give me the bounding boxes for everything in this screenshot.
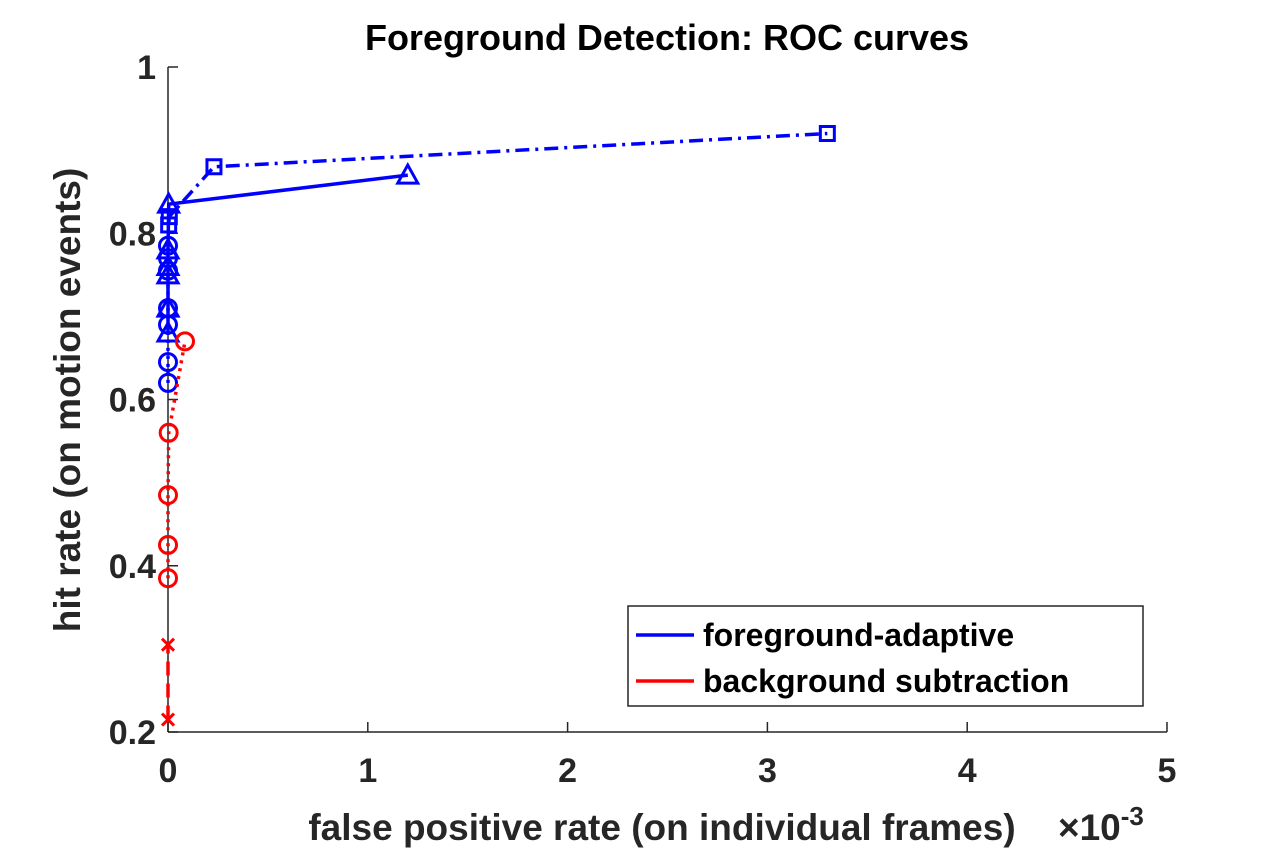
series-4 [160, 637, 176, 727]
series-layer [155, 125, 836, 727]
series-3 [158, 331, 195, 589]
circle-marker [158, 568, 178, 589]
y-ticks: 0.2 0.4 0.6 0.8 1 [109, 49, 178, 752]
x-tick-label: 1 [358, 752, 377, 790]
circle-marker [158, 352, 178, 373]
circle-marker [158, 372, 178, 393]
x-tick-label: 0 [159, 752, 178, 790]
square-marker [205, 158, 223, 176]
circle-marker [158, 248, 178, 269]
x-tick-label: 5 [1158, 752, 1177, 790]
y-tick-label: 0.2 [109, 714, 156, 752]
legend-box [627, 605, 1144, 707]
triangle-marker [155, 236, 181, 260]
circle-marker [158, 485, 178, 506]
legend-label-foreground-adaptive: foreground-adaptive [703, 617, 1014, 653]
x-tick-label: 4 [958, 752, 977, 790]
x-exponent-power: -3 [1121, 801, 1144, 831]
x-exponent-base: ×10 [1058, 807, 1121, 848]
triangle-marker [156, 191, 182, 214]
legend-label-background-subtraction: background subtraction [703, 663, 1069, 699]
x-tick-label: 3 [758, 752, 777, 790]
chart-title: Foreground Detection: ROC curves [365, 17, 969, 58]
circle-marker [174, 331, 195, 352]
legend: foreground-adaptive background subtracti… [627, 605, 1144, 707]
x-exponent-label: ×10-3 [1058, 801, 1144, 848]
circle-marker [158, 534, 178, 555]
x-ticks: 0 1 2 3 4 5 [159, 722, 1177, 790]
x-axis-label: false positive rate (on individual frame… [308, 807, 1015, 848]
circle-marker [158, 422, 179, 443]
series-1 [155, 161, 421, 343]
triangle-marker [395, 161, 421, 185]
series-0 [160, 125, 836, 234]
y-tick-label: 0.6 [109, 382, 156, 420]
series-line [166, 131, 828, 226]
series-line [166, 340, 187, 579]
y-axis-label: hit rate (on motion events) [47, 168, 88, 633]
series-2 [158, 235, 178, 393]
circle-marker [158, 235, 178, 256]
circle-marker [158, 298, 178, 319]
x-marker [160, 712, 176, 727]
y-tick-label: 0.4 [109, 548, 156, 586]
y-tick-label: 1 [137, 49, 156, 87]
y-tick-label: 0.8 [109, 215, 156, 253]
x-marker [160, 637, 176, 652]
square-marker [818, 125, 836, 142]
series-line [166, 173, 409, 333]
circle-marker [158, 260, 178, 281]
x-tick-label: 2 [558, 752, 577, 790]
